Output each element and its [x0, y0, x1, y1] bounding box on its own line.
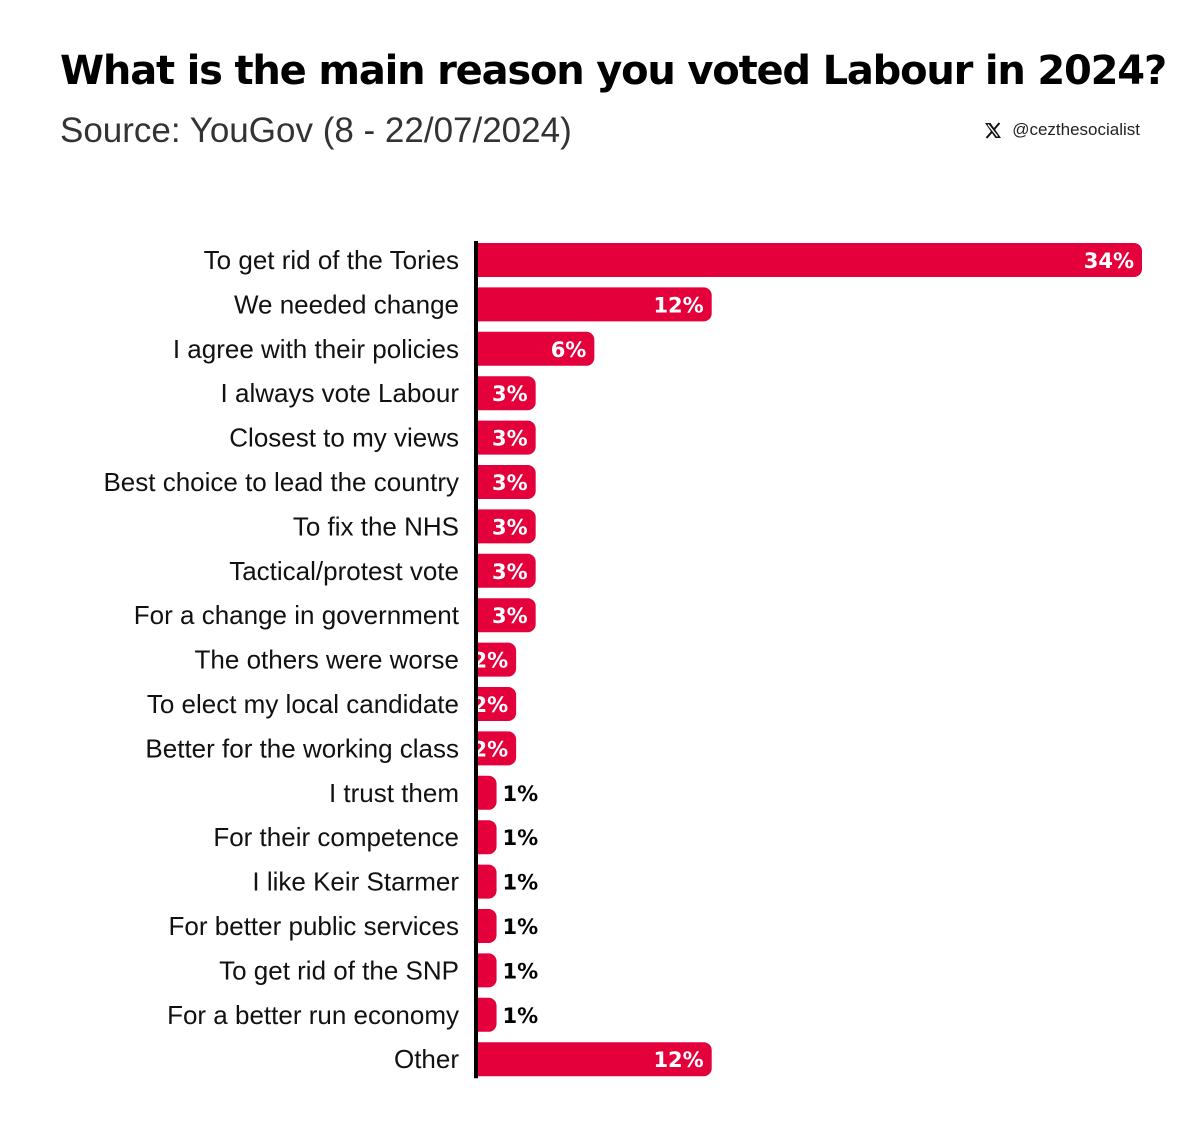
bar — [477, 465, 536, 499]
category-label: Other — [394, 1044, 459, 1074]
category-label: To fix the NHS — [293, 511, 459, 541]
data-label: 3% — [492, 427, 528, 451]
data-label: 3% — [492, 515, 528, 539]
category-label: To get rid of the SNP — [219, 955, 459, 985]
data-label: 12% — [653, 1048, 703, 1072]
data-label: 3% — [492, 604, 528, 628]
bar — [477, 376, 536, 411]
data-label: 1% — [503, 826, 539, 850]
data-label: 2% — [472, 693, 508, 717]
category-label: Better for the working class — [145, 733, 459, 763]
data-label: 2% — [472, 737, 508, 761]
bar — [477, 553, 536, 588]
bar — [477, 287, 712, 322]
bar — [477, 1042, 712, 1077]
chart-subtitle: Source: YouGov (8 - 22/07/2024) — [60, 111, 572, 150]
bar — [477, 331, 595, 366]
data-label: 1% — [503, 959, 539, 983]
data-label: 1% — [503, 782, 539, 806]
data-label: 1% — [503, 915, 539, 939]
data-label: 3% — [492, 560, 528, 584]
chart-title: What is the main reason you voted Labour… — [60, 48, 1167, 94]
category-label: We needed change — [234, 289, 459, 319]
bar — [477, 731, 517, 766]
category-label: Best choice to lead the country — [103, 467, 459, 497]
bar — [477, 775, 497, 810]
bar — [477, 509, 536, 544]
data-label: 1% — [503, 871, 539, 895]
category-label: Tactical/protest vote — [229, 556, 459, 586]
bar — [477, 997, 497, 1032]
data-label: 34% — [1084, 249, 1134, 273]
x-logo-icon — [984, 121, 1002, 139]
category-label: For better public services — [169, 911, 459, 941]
author-credit: @cezthesocialist — [984, 120, 1140, 140]
bar — [477, 909, 497, 943]
bar — [477, 243, 1142, 277]
category-label: Closest to my views — [229, 423, 459, 453]
category-label: I like Keir Starmer — [252, 867, 459, 897]
data-label: 3% — [492, 471, 528, 495]
bar — [477, 598, 536, 633]
category-label: I trust them — [329, 778, 459, 808]
category-label: To get rid of the Tories — [204, 245, 459, 275]
category-label: For a better run economy — [167, 1000, 459, 1030]
data-label: 1% — [503, 1004, 539, 1028]
data-label: 12% — [653, 293, 703, 317]
data-label: 6% — [551, 338, 587, 362]
data-label: 3% — [492, 382, 528, 406]
category-label: For their competence — [213, 822, 459, 852]
bar — [477, 687, 517, 721]
bar — [477, 642, 517, 677]
bar — [477, 864, 497, 899]
bar — [477, 953, 497, 988]
bar — [477, 820, 497, 855]
data-label: 2% — [472, 649, 508, 673]
category-label: I always vote Labour — [221, 378, 460, 408]
credit-handle: @cezthesocialist — [1012, 120, 1140, 139]
category-label: The others were worse — [195, 645, 459, 675]
category-label: To elect my local candidate — [147, 689, 459, 719]
bar — [477, 420, 536, 455]
category-label: For a change in government — [134, 600, 460, 630]
category-label: I agree with their policies — [173, 334, 459, 364]
